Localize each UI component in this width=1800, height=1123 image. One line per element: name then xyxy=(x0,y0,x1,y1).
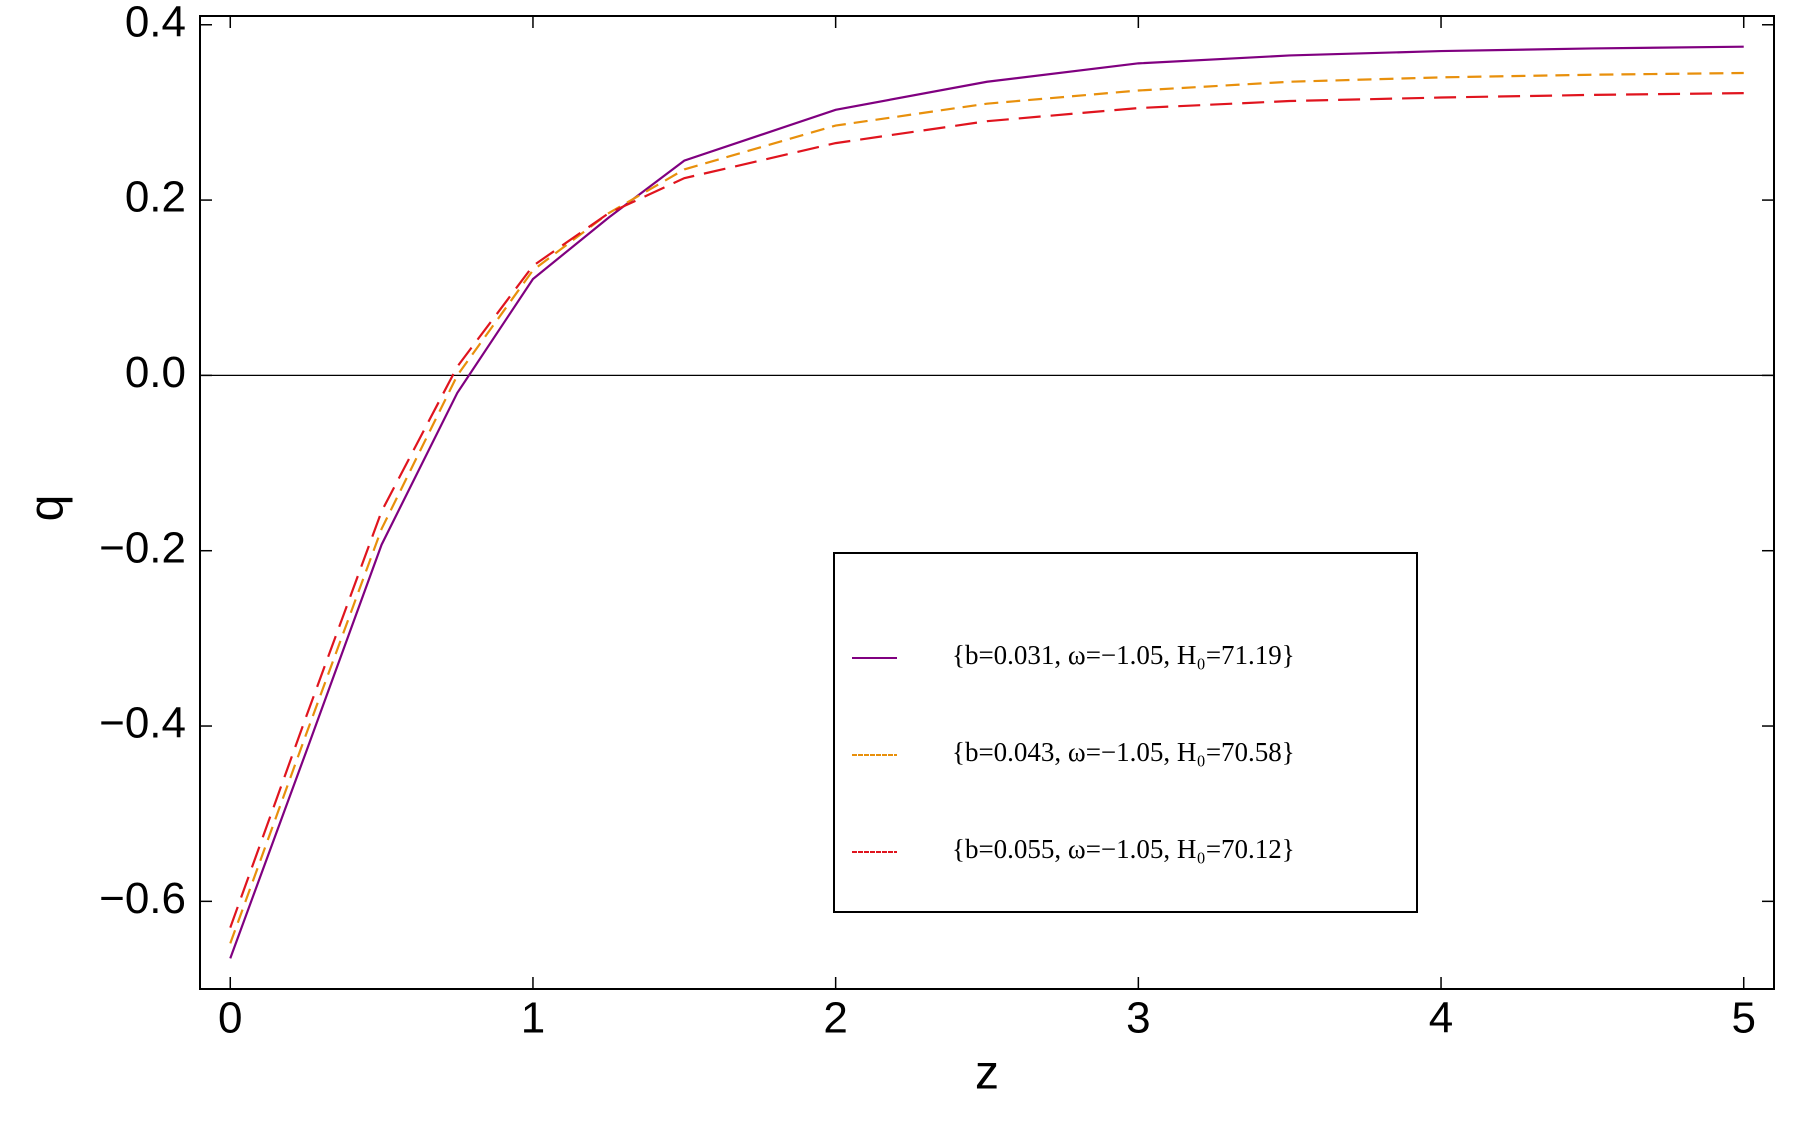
y-tick-label: 0.0 xyxy=(125,348,186,397)
y-tick-label: −0.4 xyxy=(99,699,186,748)
legend-box xyxy=(833,552,1418,913)
x-tick-label: 2 xyxy=(823,994,847,1043)
y-tick-label: −0.2 xyxy=(99,523,186,572)
legend-label: {b=0.055, ω=−1.05, H₀=70.12} xyxy=(952,834,1295,864)
y-tick-label: 0.4 xyxy=(125,0,186,46)
legend-label: {b=0.031, ω=−1.05, H₀=71.19} xyxy=(952,640,1295,670)
y-tick-label: 0.2 xyxy=(125,173,186,222)
data-line xyxy=(229,92,1744,929)
x-axis-label: z xyxy=(975,1047,999,1100)
y-tick-label: −0.6 xyxy=(99,874,186,923)
x-tick-label: 0 xyxy=(218,994,242,1043)
data-line xyxy=(229,45,1744,959)
x-tick-label: 1 xyxy=(521,994,545,1043)
y-axis-label: q xyxy=(21,495,74,522)
x-tick-label: 4 xyxy=(1429,994,1453,1043)
data-line xyxy=(229,71,1744,944)
x-tick-label: 5 xyxy=(1731,994,1755,1043)
plot-frame xyxy=(199,15,1775,990)
legend: {b=0.031, ω=−1.05, H₀=71.19} {b=0.043, ω=… xyxy=(833,552,1418,913)
x-tick-label: 3 xyxy=(1126,994,1150,1043)
legend-label: {b=0.043, ω=−1.05, H₀=70.58} xyxy=(952,737,1295,767)
